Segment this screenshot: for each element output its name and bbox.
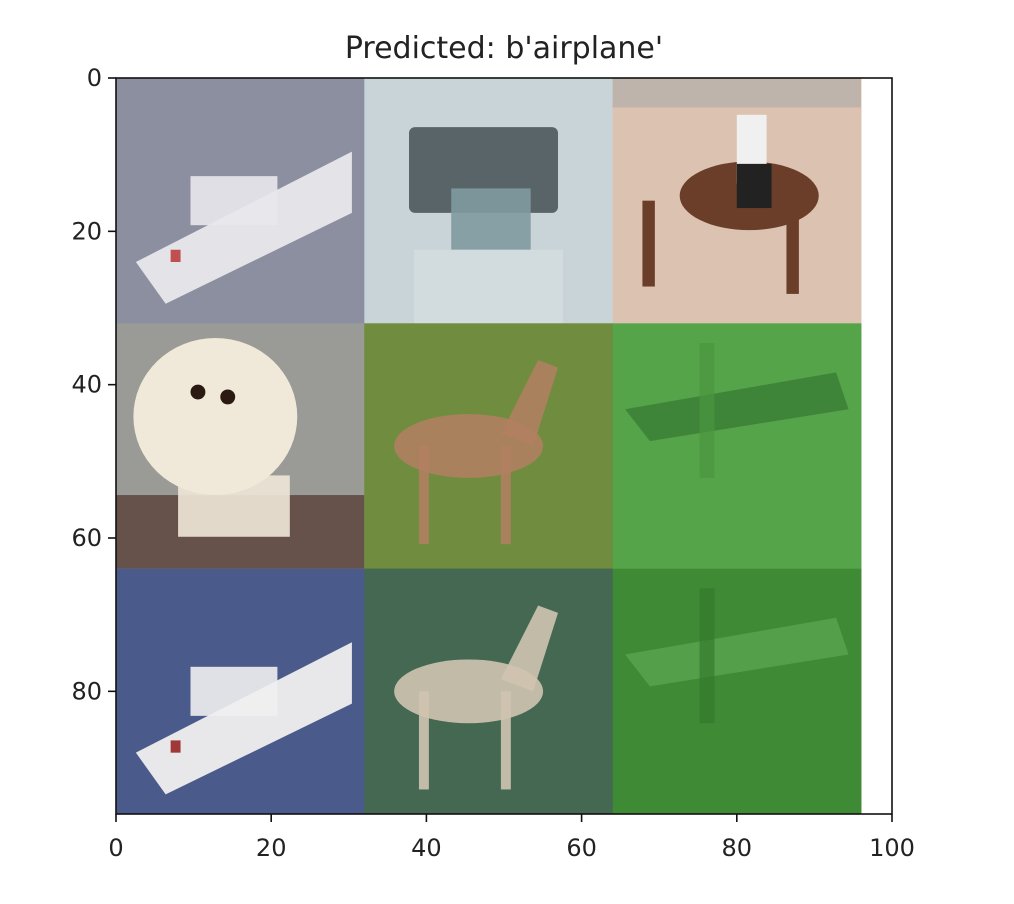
y-tick-label: 20 xyxy=(71,217,102,245)
image-tile-deer xyxy=(364,323,614,570)
y-tick-label: 0 xyxy=(87,64,102,92)
chart-title: Predicted: b'airplane' xyxy=(345,31,663,66)
image-tile-horse xyxy=(612,78,862,324)
x-tick-label: 40 xyxy=(411,834,442,862)
image-tile-deer xyxy=(364,568,614,814)
image-tile-airplane xyxy=(612,323,862,570)
image-tile-truck xyxy=(364,78,614,324)
x-axis: 0 20 40 60 80 100 xyxy=(108,814,915,862)
image-grid xyxy=(116,78,862,814)
y-tick-label: 60 xyxy=(71,524,102,552)
y-tick-label: 40 xyxy=(71,371,102,399)
x-tick-label: 0 xyxy=(108,834,123,862)
x-tick-label: 60 xyxy=(566,834,597,862)
y-axis: 0 20 40 60 80 xyxy=(71,64,116,705)
image-tile-airplane xyxy=(612,568,862,814)
y-tick-label: 80 xyxy=(71,677,102,705)
image-tile-ship xyxy=(116,568,365,814)
image-tile-ship xyxy=(116,78,365,324)
x-tick-label: 80 xyxy=(722,834,753,862)
axes-frame xyxy=(115,77,893,815)
x-tick-label: 20 xyxy=(256,834,287,862)
x-tick-label: 100 xyxy=(869,834,915,862)
image-tile-dog xyxy=(116,323,365,570)
